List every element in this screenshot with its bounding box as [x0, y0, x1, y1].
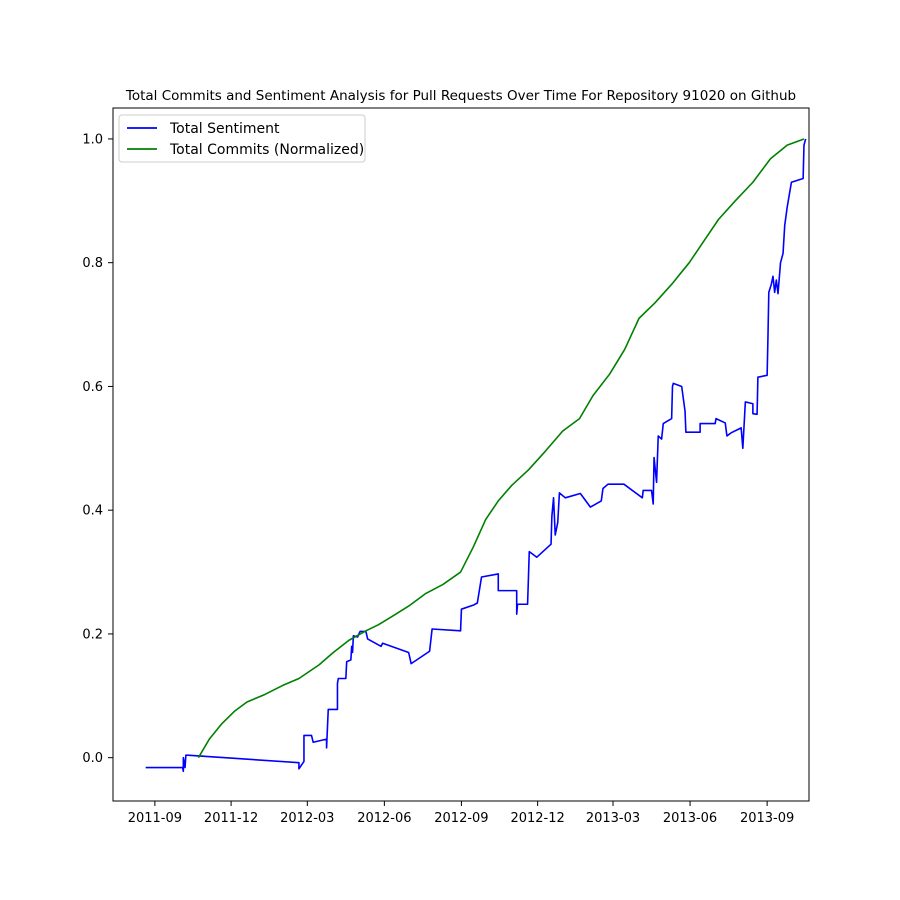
- axes-layer: 2011-09 2011-12 2012-03 2012-06 2012-09 2012-…: [82, 107, 810, 826]
- x-tick-label: 2012-09: [434, 811, 488, 826]
- x-tick-label: 2013-06: [663, 811, 717, 826]
- series-line-total-sentiment: [145, 138, 807, 773]
- y-tick-label: 1.0: [82, 132, 103, 147]
- x-tick-label: 2013-09: [740, 811, 794, 826]
- series-layer: [145, 138, 807, 773]
- y-tick-label: 0.0: [82, 751, 103, 766]
- x-tick-label: 2012-12: [510, 811, 564, 826]
- y-tick-label: 0.6: [82, 380, 103, 395]
- x-tick-label: 2013-03: [586, 811, 640, 826]
- y-tick-label: 0.2: [82, 627, 103, 642]
- y-tick-label: 0.8: [82, 256, 103, 271]
- legend: Total Sentiment Total Commits (Normalized…: [118, 114, 366, 163]
- legend-box: [118, 114, 366, 163]
- legend-label: Total Sentiment: [169, 121, 280, 137]
- x-tick-label: 2011-12: [204, 811, 258, 826]
- legend-label: Total Commits (Normalized): [169, 142, 364, 158]
- x-tick-label: 2012-06: [357, 811, 411, 826]
- x-tick-label: 2011-09: [128, 811, 182, 826]
- x-tick-label: 2012-03: [280, 811, 334, 826]
- y-tick-label: 0.4: [82, 504, 103, 519]
- chart-title: Total Commits and Sentiment Analysis for…: [125, 88, 796, 104]
- series-line-total-commits: [197, 138, 805, 759]
